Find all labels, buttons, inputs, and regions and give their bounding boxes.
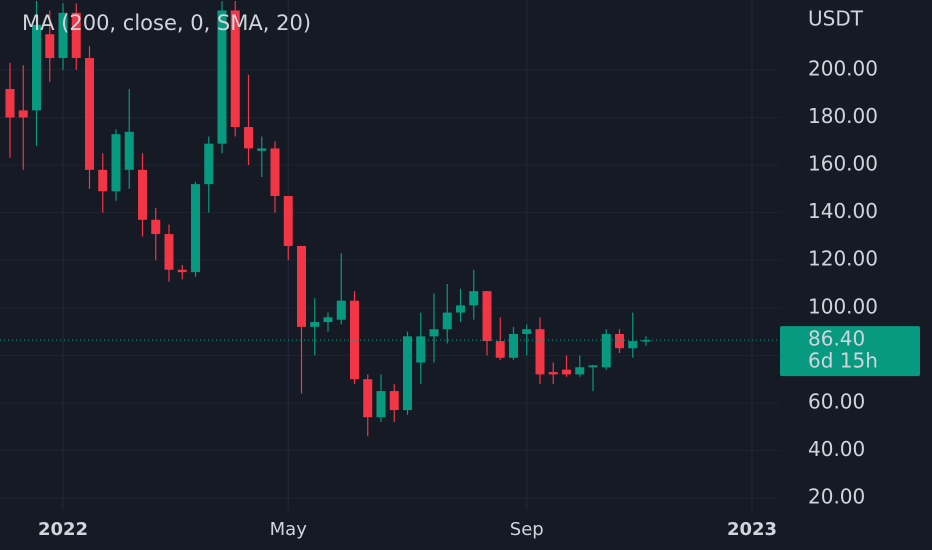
candle-body — [389, 391, 399, 411]
last-price-label: 86.40 — [808, 327, 865, 351]
candle-body — [230, 10, 240, 128]
candle-body — [363, 379, 373, 418]
candle-body — [495, 341, 505, 358]
candle-body — [164, 234, 174, 270]
candle-body — [403, 336, 412, 411]
candle-body — [615, 333, 624, 349]
candle-body — [138, 169, 147, 220]
candle-body — [588, 365, 598, 368]
x-tick-label: Sep — [510, 519, 544, 540]
y-tick-label: 160.00 — [808, 152, 878, 176]
x-tick-label: May — [270, 519, 308, 540]
candle-body — [416, 336, 426, 363]
candle-body — [257, 148, 267, 151]
candle-body — [58, 12, 68, 59]
x-tick-label: 2022 — [38, 519, 88, 540]
y-tick-label: 60.00 — [808, 389, 865, 413]
candle-body — [98, 169, 108, 192]
candle-body — [482, 291, 492, 342]
y-tick-label: 20.00 — [808, 485, 865, 509]
candle-body — [18, 110, 28, 118]
candle-body — [601, 333, 611, 368]
y-tick-label: 120.00 — [808, 247, 878, 271]
candle-body — [151, 219, 161, 235]
candle-body — [323, 317, 333, 323]
candle-body — [628, 341, 638, 349]
candle-body — [177, 269, 187, 273]
candle-body — [204, 143, 214, 185]
candle-body — [5, 88, 15, 118]
price-axis — [780, 0, 932, 550]
candle-body — [310, 322, 320, 327]
candle-body — [297, 245, 306, 327]
candle-body — [535, 329, 545, 375]
candle-body — [270, 148, 280, 197]
currency-label: USDT — [808, 7, 864, 31]
candle-body — [71, 12, 81, 59]
candle-body — [376, 391, 386, 418]
indicator-label: MA (200, close, 0, SMA, 20) — [22, 11, 311, 35]
candle-body — [217, 10, 227, 144]
candle-body — [85, 58, 94, 170]
candle-body — [575, 367, 585, 375]
y-tick-label: 200.00 — [808, 56, 878, 80]
candle-body — [456, 305, 465, 313]
y-tick-label: 100.00 — [808, 294, 878, 318]
candle-body — [429, 329, 439, 337]
candle-body — [32, 24, 41, 111]
candle-body — [509, 333, 518, 358]
countdown-label: 6d 15h — [808, 349, 878, 373]
last-price-badge — [780, 326, 920, 377]
candle-body — [191, 184, 200, 273]
candle-body — [548, 372, 558, 375]
x-tick-label: 2023 — [727, 519, 777, 540]
candle-body — [562, 369, 571, 375]
y-tick-label: 180.00 — [808, 104, 878, 128]
candle-body — [336, 300, 346, 320]
candle-body — [442, 312, 452, 330]
candle-body — [111, 134, 121, 192]
candle-body — [469, 291, 479, 306]
candle-body — [350, 300, 359, 380]
candle-body — [522, 329, 532, 334]
candle-body — [124, 131, 134, 170]
candle-body — [641, 340, 651, 342]
candle-body — [45, 34, 55, 59]
y-tick-label: 140.00 — [808, 199, 878, 223]
candle-body — [283, 196, 293, 246]
y-tick-label: 40.00 — [808, 437, 865, 461]
candle-body — [244, 127, 253, 149]
